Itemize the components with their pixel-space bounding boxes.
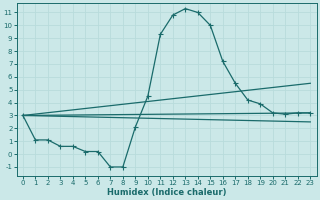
X-axis label: Humidex (Indice chaleur): Humidex (Indice chaleur) [107, 188, 226, 197]
